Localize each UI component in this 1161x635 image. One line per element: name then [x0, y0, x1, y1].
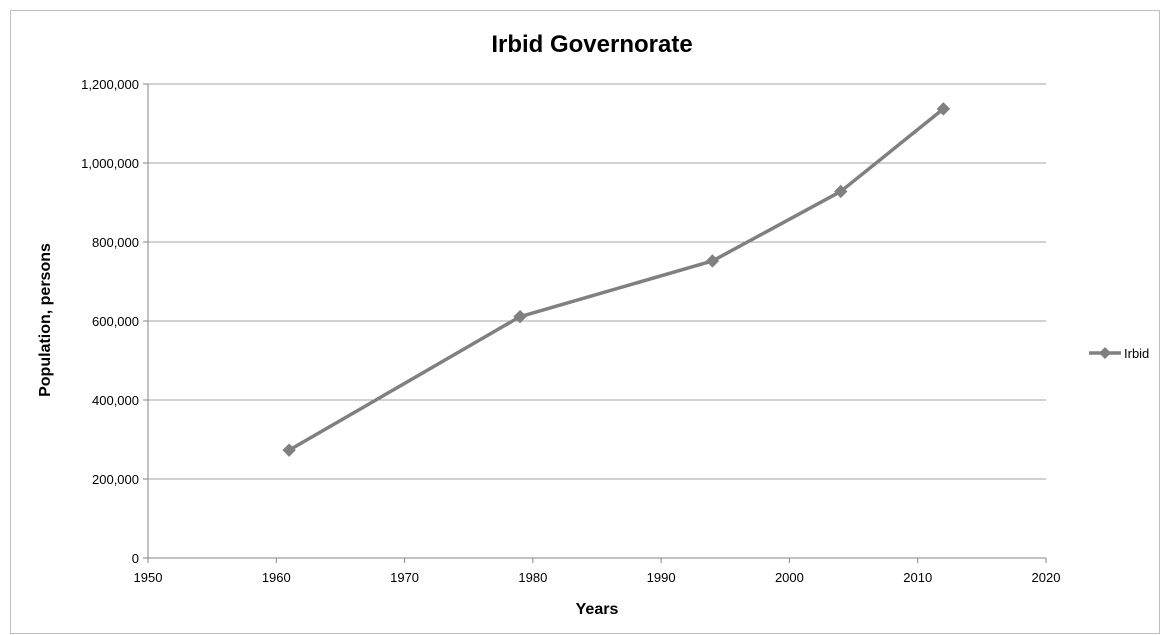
- data-point: [282, 443, 296, 457]
- x-tick-label: 2020: [1032, 570, 1061, 585]
- x-tick-label: 2010: [903, 570, 932, 585]
- x-tick-label: 2000: [775, 570, 804, 585]
- y-tick-label: 400,000: [92, 393, 139, 408]
- x-axis-title: Years: [576, 601, 619, 618]
- x-tick-label: 1980: [518, 570, 547, 585]
- chart-title: Irbid Governorate: [491, 31, 692, 58]
- x-tick-label: 1990: [647, 570, 676, 585]
- y-tick-label: 800,000: [92, 235, 139, 250]
- y-tick-label: 200,000: [92, 472, 139, 487]
- legend-label: Irbid: [1124, 346, 1149, 361]
- chart-frame: [10, 10, 1160, 634]
- legend: Irbid: [1089, 346, 1149, 361]
- data-point: [513, 309, 527, 324]
- x-tick-label: 1970: [390, 570, 419, 585]
- data-point: [936, 102, 951, 116]
- x-tick-labels: 1950 1960 1970 1980 1990 2000 2010 2020: [134, 570, 1061, 585]
- y-axis-title: Population, persons: [37, 243, 54, 397]
- gridlines: [148, 83, 1046, 480]
- legend-marker: [1099, 347, 1111, 359]
- data-point: [705, 254, 720, 268]
- y-tick-labels: 0 200,000 400,000 600,000 800,000 1,000,000 1,…: [81, 77, 139, 566]
- y-tick-label: 0: [132, 551, 139, 566]
- series-group: [282, 102, 951, 457]
- axes: [143, 83, 1047, 563]
- x-tick-label: 1960: [262, 570, 291, 585]
- y-tick-label: 1,000,000: [81, 156, 139, 171]
- y-tick-label: 600,000: [92, 314, 139, 329]
- x-tick-label: 1950: [134, 570, 163, 585]
- y-tick-label: 1,200,000: [81, 77, 139, 92]
- data-point: [834, 184, 848, 199]
- series-line: [288, 107, 945, 452]
